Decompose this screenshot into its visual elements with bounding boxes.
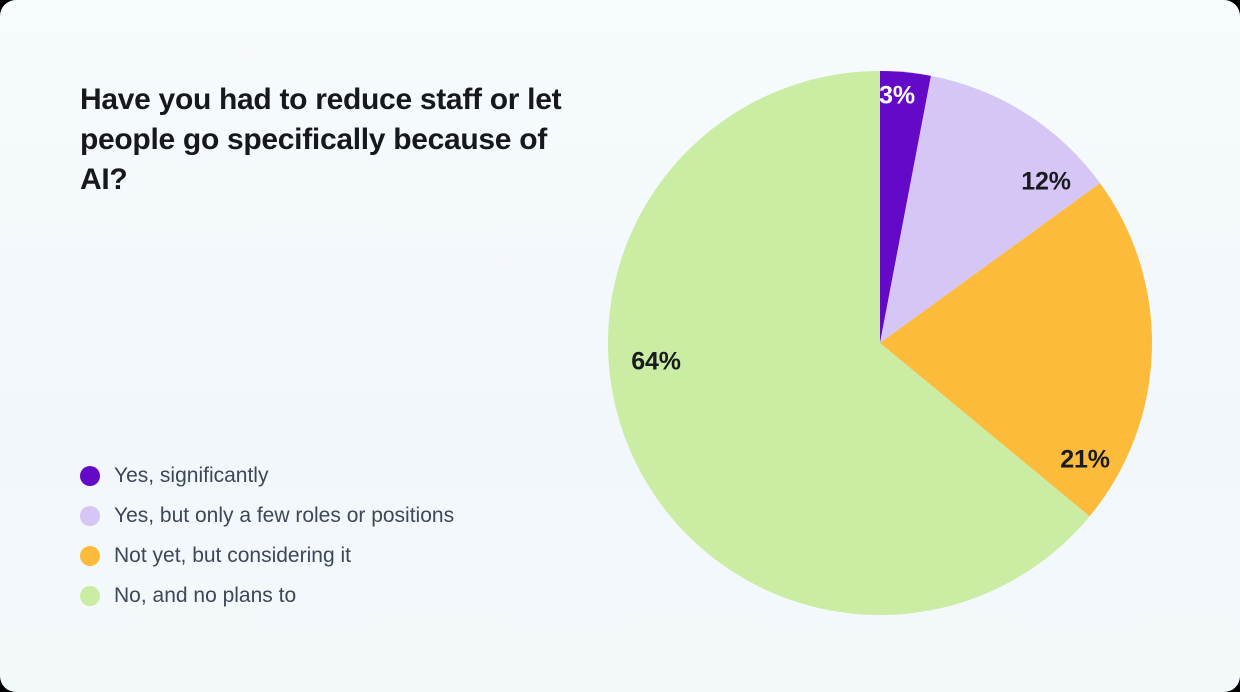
- legend-swatch-no-plans: [80, 586, 100, 606]
- pie-slice-0: [880, 71, 931, 343]
- legend-label: Yes, but only a few roles or positions: [114, 504, 455, 527]
- legend-swatch-yes-significantly: [80, 466, 100, 486]
- legend-item: Yes, but only a few roles or positions: [80, 496, 454, 536]
- pie-slice-3: [608, 71, 1090, 615]
- legend: Yes, significantly Yes, but only a few r…: [80, 456, 454, 616]
- legend-swatch-not-yet-considering: [80, 546, 100, 566]
- pie-slice-label-21pct: 21%: [1060, 445, 1110, 474]
- legend-item: Yes, significantly: [80, 456, 454, 496]
- chart-title: Have you had to reduce staff or let peop…: [80, 83, 562, 196]
- pie-slice-label-12pct: 12%: [1021, 167, 1071, 196]
- legend-swatch-yes-few-roles: [80, 506, 100, 526]
- pie-chart-svg: [608, 71, 1152, 615]
- pie-chart: 3% 12% 21% 64%: [608, 71, 1152, 615]
- legend-label: No, and no plans to: [114, 584, 297, 607]
- pie-slice-label-3pct: 3%: [879, 81, 915, 110]
- pie-slice-1: [880, 75, 1101, 343]
- legend-label: Yes, significantly: [114, 464, 269, 487]
- legend-item: No, and no plans to: [80, 576, 454, 616]
- pie-slice-label-64pct: 64%: [631, 347, 681, 376]
- legend-item: Not yet, but considering it: [80, 536, 454, 576]
- legend-label: Not yet, but considering it: [114, 544, 351, 567]
- pie-slice-2: [880, 183, 1152, 517]
